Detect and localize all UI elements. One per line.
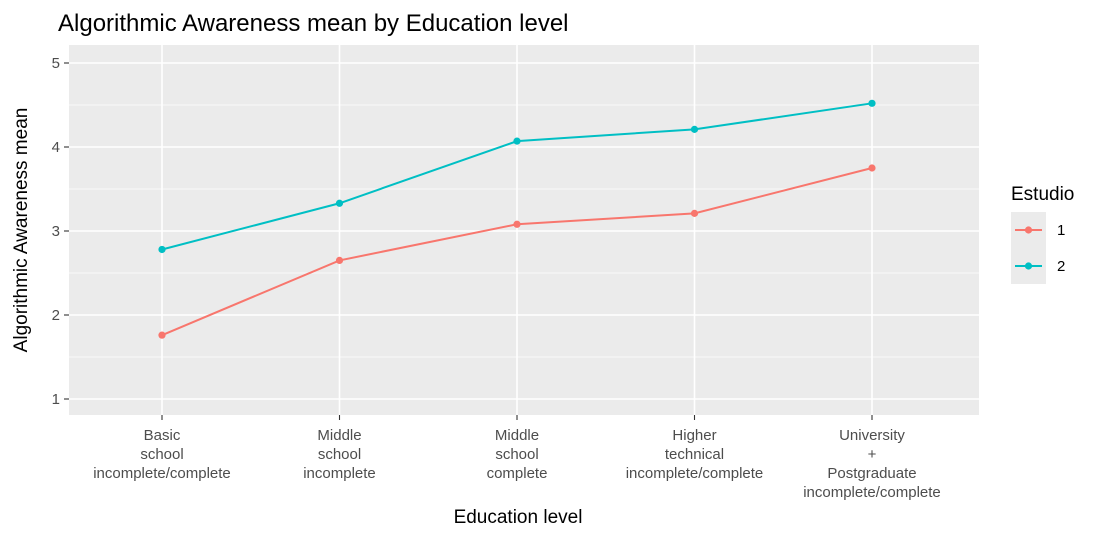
x-tick-label: University + Postgraduate incomplete/comple… <box>803 427 941 501</box>
legend-key-point <box>1024 262 1033 270</box>
x-axis-title: Education level <box>454 507 583 528</box>
x-tick-label-line: complete <box>487 465 548 482</box>
legend-label: 2 <box>1057 258 1065 275</box>
x-tick-label: Middle school incomplete <box>303 427 376 482</box>
chart-title: Algorithmic Awareness mean by Education … <box>58 10 569 37</box>
x-tick-label-line: Middle <box>495 427 539 444</box>
plot-panel <box>69 45 979 415</box>
y-axis-title: Algorithmic Awareness mean <box>11 108 32 353</box>
data-point-series-2 <box>868 99 876 107</box>
x-tick-label: Middle school complete <box>487 427 548 482</box>
x-tick-label: Higher technical incomplete/complete <box>626 427 764 482</box>
y-tick-label: 2 <box>52 307 60 324</box>
x-tick-label-line: incomplete/complete <box>626 465 764 482</box>
series-layer <box>158 99 876 339</box>
legend-title: Estudio <box>1011 184 1074 205</box>
data-point-series-2 <box>158 245 166 254</box>
x-tick-label-line: school <box>318 446 361 463</box>
x-tick-label-line: incomplete/complete <box>93 465 231 482</box>
y-tick-label: 5 <box>52 55 60 72</box>
data-point-series-1 <box>690 209 699 217</box>
x-axis: Basic school incomplete/complete Middle scho… <box>93 415 941 501</box>
minor-gridlines <box>69 104 979 358</box>
x-tick-label-line: incomplete/complete <box>803 484 941 501</box>
y-tick-label: 1 <box>52 391 60 408</box>
legend-label: 1 <box>1057 222 1065 239</box>
x-tick-label-line: Middle <box>317 427 361 444</box>
y-tick-label: 3 <box>52 223 60 240</box>
data-point-series-1 <box>868 164 876 172</box>
x-tick-label-line: Basic <box>144 427 181 444</box>
data-point-series-2 <box>335 199 344 207</box>
x-tick-label-line: University <box>839 427 905 444</box>
y-axis: 1 2 3 4 5 <box>52 55 69 408</box>
x-tick-label: Basic school incomplete/complete <box>93 427 231 482</box>
data-point-series-2 <box>690 125 699 133</box>
x-tick-label-line: Postgraduate <box>827 465 916 482</box>
x-tick-label-line: incomplete <box>303 465 376 482</box>
legend: Estudio 1 2 <box>1011 184 1074 284</box>
data-point-series-1 <box>335 256 344 264</box>
x-tick-label-line: school <box>495 446 538 463</box>
x-tick-label-line: Higher <box>672 427 716 444</box>
x-tick-label-line: school <box>140 446 183 463</box>
y-tick-label: 4 <box>52 139 60 156</box>
x-tick-label-line: technical <box>665 446 724 463</box>
data-point-series-2 <box>513 137 521 145</box>
major-gridlines <box>69 45 979 415</box>
data-point-series-1 <box>158 331 166 339</box>
x-tick-label-line: + <box>868 446 877 463</box>
data-point-series-1 <box>513 220 521 228</box>
legend-key-point <box>1024 226 1033 234</box>
